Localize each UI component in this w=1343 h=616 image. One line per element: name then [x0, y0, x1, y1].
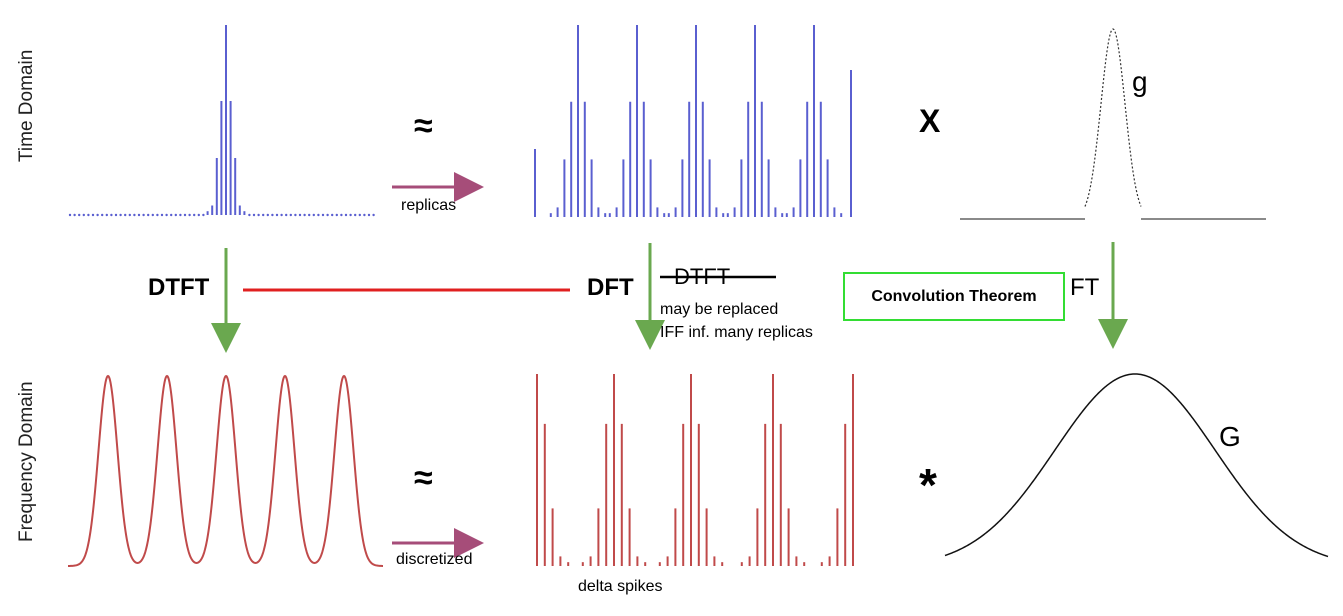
ft-label: FT	[1070, 274, 1100, 301]
time-sample-dot	[82, 213, 86, 217]
time-sample-dot	[335, 213, 338, 217]
time-sample-dot	[326, 213, 329, 217]
G-curve-label: G	[1219, 421, 1241, 452]
time-sample-dot	[248, 213, 251, 217]
convolution-theorem-label: Convolution Theorem	[871, 287, 1037, 305]
time-sample-dot	[257, 213, 260, 217]
g-curve	[1084, 28, 1142, 207]
frequency-gaussian-G-plot	[944, 373, 1329, 558]
time-sample-dot	[183, 213, 187, 217]
time-sample-dot	[317, 213, 320, 217]
time-sample-dot	[298, 213, 302, 217]
time-sample-dot	[340, 213, 343, 217]
time-sample-dot	[188, 213, 191, 217]
time-sample-dot	[312, 213, 315, 217]
frequency-discrete-plot	[536, 374, 854, 566]
time-sample-dot	[303, 213, 306, 217]
time-sample-dot	[78, 213, 81, 217]
replacement-note-line2: IFF inf. many replicas	[660, 324, 813, 341]
approx-symbol-top: ≈	[414, 107, 433, 145]
approx-symbol-bottom: ≈	[414, 459, 433, 497]
time-sample-dot	[73, 213, 76, 217]
convolve-symbol: *	[919, 459, 937, 511]
time-sample-dot	[354, 213, 357, 217]
dft-label: DFT	[587, 274, 634, 301]
time-sample-dot	[280, 213, 283, 217]
time-sample-dot	[372, 213, 375, 217]
replacement-note-line1: may be replaced	[660, 301, 779, 318]
time-window-g-plot	[960, 28, 1266, 220]
time-sample-dot	[68, 213, 72, 217]
time-sample-dot	[119, 213, 122, 217]
delta-spikes-caption: delta spikes	[578, 578, 663, 595]
time-sample-dot	[87, 213, 90, 217]
time-sample-dot	[266, 213, 269, 217]
time-sample-dot	[124, 213, 127, 217]
time-sample-dot	[285, 213, 288, 217]
time-sample-dot	[147, 213, 150, 217]
time-sample-dot	[252, 213, 256, 217]
time-sample-dot	[142, 213, 145, 217]
time-sample-dot	[294, 213, 297, 217]
dtft-struck-label: DTFT	[674, 264, 731, 289]
multiply-symbol: X	[919, 103, 941, 139]
frequency-periodic-plot	[68, 374, 384, 567]
time-replicas-plot	[534, 25, 852, 217]
frequency-domain-label: Frequency Domain	[16, 381, 37, 542]
time-sample-dot	[165, 213, 168, 217]
time-sample-dot	[137, 213, 141, 217]
time-sample-dot	[289, 213, 292, 217]
time-sample-dot	[271, 213, 274, 217]
time-sample-dot	[193, 213, 196, 217]
time-sample-dot	[349, 213, 352, 217]
time-sample-dot	[133, 213, 136, 217]
g-curve-label: g	[1132, 66, 1148, 97]
time-sample-dot	[170, 213, 173, 217]
time-sample-dot	[101, 213, 104, 217]
time-sample-dot	[105, 213, 109, 217]
discretized-caption: discretized	[396, 551, 473, 568]
time-finite-sequence-plot	[68, 25, 375, 217]
time-sample-dot	[363, 213, 366, 217]
time-sample-dot	[160, 213, 164, 217]
dtft-label: DTFT	[148, 274, 210, 301]
time-sample-dot	[128, 213, 131, 217]
time-sample-dot	[275, 213, 279, 217]
time-sample-dot	[174, 213, 177, 217]
convolution-theorem-box: Convolution Theorem	[843, 272, 1065, 321]
spectrum-curve	[68, 374, 384, 567]
time-sample-dot	[179, 213, 182, 217]
time-domain-label: Time Domain	[16, 49, 37, 162]
time-sample-dot	[151, 213, 154, 217]
time-sample-dot	[114, 213, 118, 217]
time-sample-dot	[156, 213, 159, 217]
time-sample-dot	[197, 213, 200, 217]
time-sample-dot	[308, 213, 311, 217]
time-sample-dot	[96, 213, 99, 217]
G-curve	[944, 373, 1329, 558]
time-sample-dot	[344, 213, 348, 217]
time-sample-dot	[91, 213, 95, 217]
time-sample-dot	[331, 213, 334, 217]
time-sample-dot	[321, 213, 325, 217]
time-sample-dot	[358, 213, 361, 217]
time-sample-dot	[367, 213, 371, 217]
time-sample-dot	[202, 213, 205, 217]
replicas-caption: replicas	[401, 197, 457, 214]
time-sample-dot	[110, 213, 113, 217]
time-sample-dot	[262, 213, 265, 217]
